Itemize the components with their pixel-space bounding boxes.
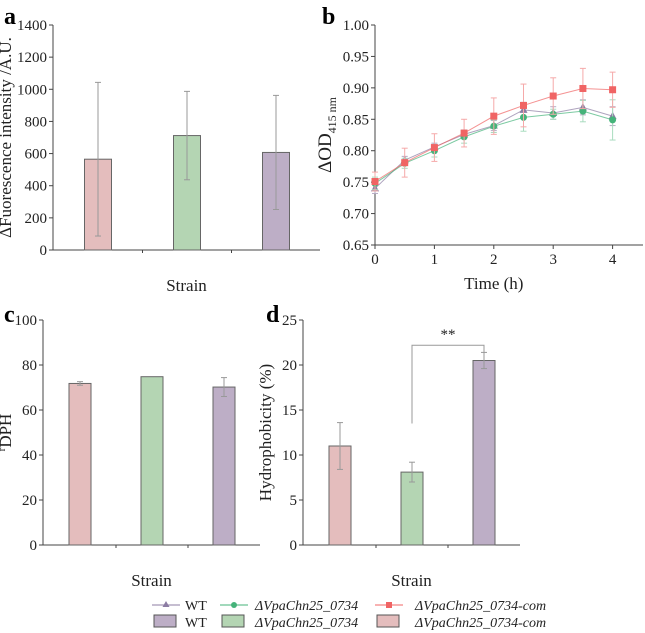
y-tick-label: 20 — [22, 493, 37, 509]
y-axis-label: rDPH — [0, 414, 15, 452]
y-axis-label: ΔFuorescence intensity /A.U. — [0, 37, 15, 238]
legend-bar-swatch — [153, 614, 177, 628]
data-point-square — [371, 178, 379, 186]
legend-bar-swatch — [376, 614, 400, 628]
x-axis-label: Strain — [391, 571, 432, 590]
y-tick-label: 0 — [30, 538, 38, 554]
x-tick-label: 3 — [549, 252, 557, 268]
legend-circle-marker — [231, 602, 237, 608]
y-axis-label-main: ΔOD — [315, 133, 336, 173]
y-tick-label: 100 — [15, 313, 38, 329]
y-tick-label: 10 — [282, 448, 297, 464]
y-tick-label: 60 — [22, 403, 37, 419]
y-tick-label: 0.90 — [343, 81, 369, 97]
legend-line-label: ΔVpaChn25_0734-com — [414, 599, 546, 614]
x-axis-label: Strain — [166, 276, 207, 295]
data-point-square — [520, 101, 527, 109]
y-tick-label: 1200 — [17, 50, 47, 66]
y-tick-label: 200 — [25, 211, 48, 227]
data-point-square — [401, 159, 409, 167]
y-tick-label: 400 — [25, 179, 48, 195]
bar — [212, 386, 236, 546]
data-point-square — [460, 129, 468, 137]
y-tick-label: 1.00 — [343, 18, 369, 34]
y-axis-label-subscript: 415 nm — [325, 96, 339, 133]
significance-bracket — [411, 344, 485, 424]
data-point-square — [490, 112, 498, 120]
legend-line-label: WT — [185, 599, 207, 614]
legend-bar-label: ΔVpaChn25_0734 — [254, 616, 358, 631]
y-tick-label: 25 — [282, 313, 297, 329]
panel-label-b: b — [322, 4, 335, 30]
y-axis-label: Hydrophobicity (%) — [256, 364, 275, 501]
y-tick-label: 0.85 — [343, 112, 369, 128]
legend-square-marker — [386, 602, 392, 608]
panel-label-c: c — [4, 302, 15, 328]
bar — [68, 382, 92, 546]
panel-label-a: a — [4, 4, 16, 30]
legend-bar-label: WT — [185, 616, 207, 631]
x-axis-label: Time (h) — [464, 274, 523, 293]
data-point-square — [609, 86, 617, 94]
y-tick-label: 0 — [290, 538, 298, 554]
legend-bar-label: ΔVpaChn25_0734-com — [414, 616, 546, 631]
panel-label-d: d — [266, 302, 280, 328]
y-tick-label: 0.80 — [343, 144, 369, 160]
y-tick-label: 800 — [25, 114, 48, 130]
data-point-square — [579, 84, 587, 92]
data-point-circle — [579, 107, 587, 115]
y-axis-label-main: DPH — [0, 414, 15, 448]
y-tick-label: 1000 — [17, 82, 47, 98]
y-tick-label: 600 — [25, 147, 48, 163]
y-tick-label: 0.65 — [343, 238, 369, 254]
legend-triangle-marker — [162, 601, 170, 607]
y-axis-label: ΔOD415 nm — [315, 96, 339, 173]
legend-bar-swatch — [221, 614, 245, 628]
y-tick-label: 5 — [290, 493, 298, 509]
y-tick-label: 0 — [40, 243, 48, 259]
y-tick-label: 80 — [22, 358, 37, 374]
data-point-circle — [609, 116, 617, 124]
data-point-square — [549, 92, 557, 100]
bar — [400, 471, 424, 546]
y-tick-label: 0.95 — [343, 49, 369, 65]
x-tick-label: 0 — [371, 252, 379, 268]
significance-label: ** — [441, 327, 456, 343]
bar — [472, 360, 496, 546]
y-tick-label: 40 — [22, 448, 37, 464]
x-tick-label: 2 — [490, 252, 498, 268]
y-axis-label-prefix: r — [0, 447, 8, 451]
x-axis-label: Strain — [131, 571, 172, 590]
y-tick-label: 0.70 — [343, 207, 369, 223]
data-point-square — [430, 144, 438, 152]
bar — [140, 376, 164, 546]
x-tick-label: 4 — [609, 252, 617, 268]
y-tick-label: 0.75 — [343, 175, 369, 191]
y-tick-label: 15 — [282, 403, 297, 419]
legend-line-label: ΔVpaChn25_0734 — [254, 599, 358, 614]
y-tick-label: 1400 — [17, 18, 47, 34]
y-tick-label: 20 — [282, 358, 297, 374]
x-tick-label: 1 — [431, 252, 439, 268]
